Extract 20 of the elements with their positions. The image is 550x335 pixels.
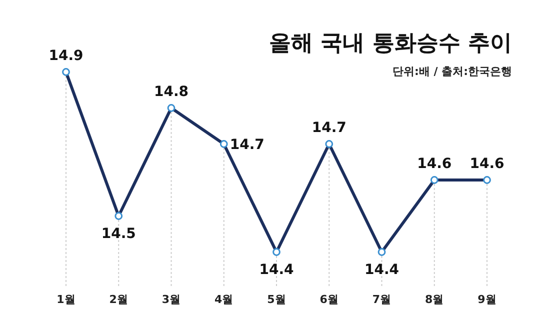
data-label: 14.8 [154,84,189,100]
data-label: 14.7 [312,120,346,136]
x-tick-label: 3월 [162,293,181,306]
data-label: 14.7 [230,137,264,153]
x-tick-label: 4월 [214,293,234,306]
data-label: 14.6 [417,156,452,172]
x-tick-label: 7월 [372,293,392,306]
chart-subtitle: 단위:배 / 출처:한국은행 [392,65,512,78]
data-label: 14.5 [101,226,136,242]
x-tick-label: 6월 [320,293,338,306]
x-tick-label: 9월 [478,293,496,306]
x-tick-label: 2월 [109,293,128,306]
chart-title: 올해 국내 통화승수 추이 [269,31,512,56]
data-label: 14.4 [364,262,400,278]
data-label: 14.6 [470,156,504,172]
data-label: 14.9 [48,48,84,64]
data-label: 14.4 [259,262,294,278]
x-tick-label: 1월 [56,293,76,306]
x-tick-label: 8월 [425,293,444,306]
x-tick-label: 5월 [267,293,286,306]
